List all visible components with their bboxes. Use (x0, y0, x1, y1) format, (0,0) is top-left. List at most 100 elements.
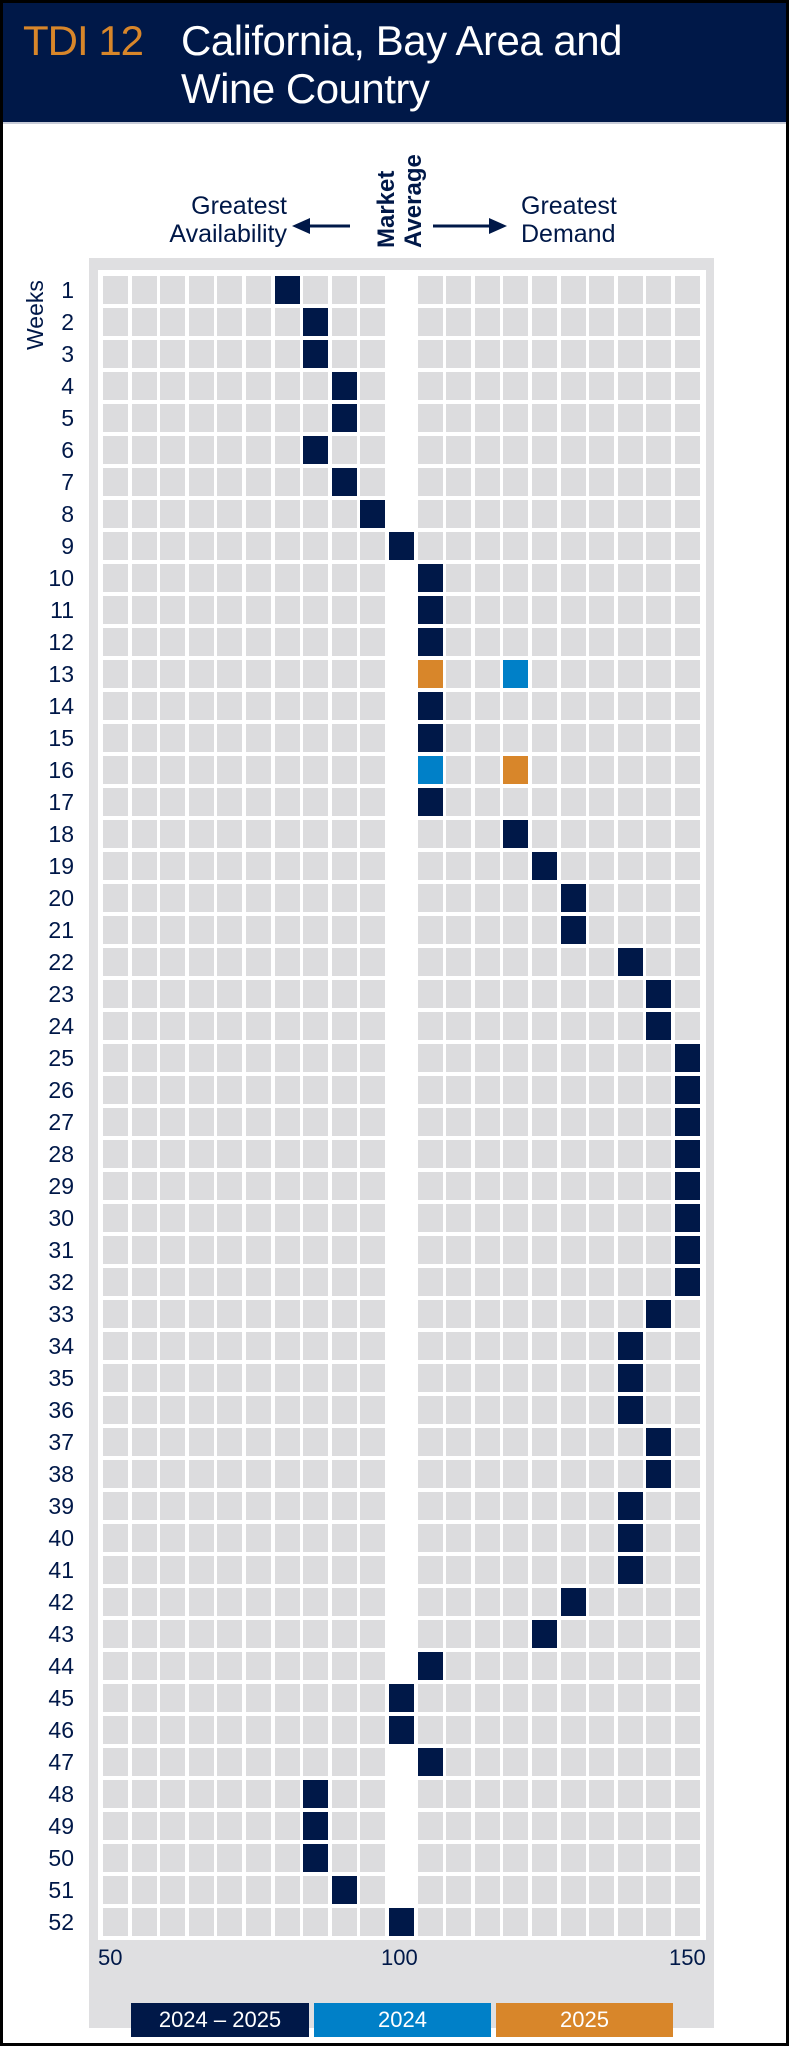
grid-cell (675, 1812, 700, 1840)
grid-cell (131, 1172, 157, 1200)
grid-cell (246, 1684, 271, 1712)
grid-cell (103, 1332, 128, 1360)
grid-cell (246, 1908, 271, 1936)
week-label: 28 (48, 1141, 74, 1167)
label-line: Demand (521, 220, 616, 248)
grid-cell (217, 1364, 243, 1392)
grid-cell (103, 1300, 128, 1328)
grid-cell (589, 1428, 615, 1456)
grid-cell (274, 1652, 300, 1680)
grid-cell (532, 596, 557, 624)
grid-cell (246, 980, 271, 1008)
grid-cell (331, 1332, 357, 1360)
grid-cell (217, 1172, 243, 1200)
grid-cell (160, 564, 186, 592)
grid-cell (188, 1652, 214, 1680)
grid-cell (646, 916, 672, 944)
grid-cell (646, 788, 672, 816)
grid-cell (474, 1812, 500, 1840)
grid-cell (474, 1076, 500, 1104)
grid-cell (617, 1620, 643, 1648)
grid-cell (303, 980, 329, 1008)
grid-cell (131, 1236, 157, 1264)
grid-cell (246, 500, 271, 528)
grid-cell (103, 916, 128, 944)
grid-cell (131, 980, 157, 1008)
grid-cell (474, 1556, 500, 1584)
grid-cell (217, 1620, 243, 1648)
grid-cell (217, 1844, 243, 1872)
grid-cell (417, 1428, 443, 1456)
data-mark-2024-2025 (675, 1076, 700, 1104)
grid-cell (331, 756, 357, 784)
grid-cell (417, 1876, 443, 1904)
grid-cell (589, 404, 615, 432)
week-label: 42 (48, 1589, 74, 1615)
week-label: 44 (48, 1653, 74, 1679)
grid-cell (589, 1364, 615, 1392)
grid-cell (188, 1716, 214, 1744)
grid-cell (675, 308, 700, 336)
grid-cell (589, 1620, 615, 1648)
grid-cell (675, 980, 700, 1008)
grid-cell (160, 948, 186, 976)
grid-cell (160, 1076, 186, 1104)
grid-cell (103, 1588, 128, 1616)
x-tick-150: 150 (669, 1945, 706, 1970)
grid-cell (532, 372, 557, 400)
grid-cell (303, 1588, 329, 1616)
grid-cell (303, 1876, 329, 1904)
data-mark-2024-2025 (331, 404, 357, 432)
grid-cell (503, 1300, 529, 1328)
grid-cell (417, 340, 443, 368)
grid-cell (532, 1012, 557, 1040)
grid-cell (246, 436, 271, 464)
grid-cell (617, 1844, 643, 1872)
grid-cell (560, 1908, 586, 1936)
grid-cell (331, 692, 357, 720)
grid-cell (217, 788, 243, 816)
grid-cell (617, 1684, 643, 1712)
grid-cell (131, 1908, 157, 1936)
grid-cell (474, 1268, 500, 1296)
grid-cell (131, 1332, 157, 1360)
grid-cell (560, 1460, 586, 1488)
data-mark-2024-2025 (331, 468, 357, 496)
grid-cell (417, 884, 443, 912)
grid-cell (188, 1780, 214, 1808)
grid-cell (217, 756, 243, 784)
grid-cell (446, 916, 472, 944)
grid-cell (560, 1812, 586, 1840)
grid-cell (675, 1556, 700, 1584)
grid-cell (589, 1044, 615, 1072)
grid-cell (217, 1876, 243, 1904)
grid-cell (331, 1492, 357, 1520)
grid-cell (617, 1204, 643, 1232)
grid-cell (274, 820, 300, 848)
grid-cell (503, 1108, 529, 1136)
grid-cell (160, 1396, 186, 1424)
week-label: 11 (50, 597, 74, 623)
grid-cell (274, 1044, 300, 1072)
grid-cell (331, 1588, 357, 1616)
grid-cell (246, 1396, 271, 1424)
grid-cell (589, 1684, 615, 1712)
grid-cell (131, 1812, 157, 1840)
week-label: 7 (61, 469, 74, 495)
grid-cell (103, 1012, 128, 1040)
grid-cell (131, 1524, 157, 1552)
grid-cell (560, 852, 586, 880)
grid-cell (646, 948, 672, 976)
grid-cell (675, 340, 700, 368)
grid-cell (617, 1876, 643, 1904)
grid-cell (417, 1332, 443, 1360)
grid-cell (217, 1396, 243, 1424)
week-label: 39 (48, 1493, 74, 1519)
grid-cell (131, 660, 157, 688)
grid-cell (188, 1844, 214, 1872)
grid-cell (417, 1556, 443, 1584)
grid-cell (188, 372, 214, 400)
grid-cell (560, 468, 586, 496)
grid-cell (160, 500, 186, 528)
data-mark-2024-2025 (331, 372, 357, 400)
